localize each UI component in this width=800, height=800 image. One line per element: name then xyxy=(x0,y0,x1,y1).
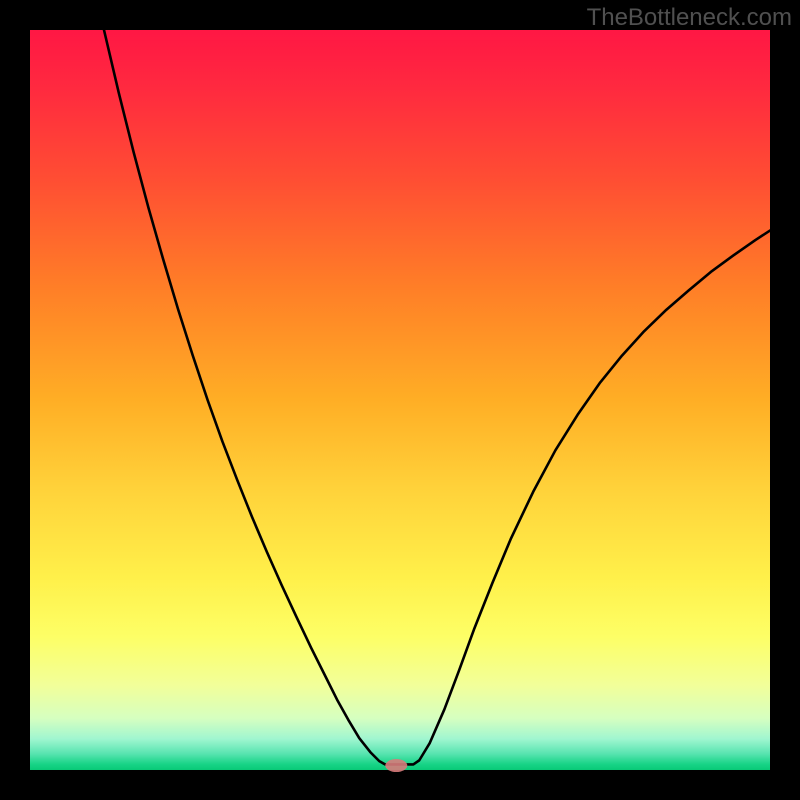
gradient-background xyxy=(30,30,770,770)
bottleneck-chart xyxy=(0,0,800,800)
chart-frame: TheBottleneck.com xyxy=(0,0,800,800)
optimum-marker xyxy=(385,759,407,772)
